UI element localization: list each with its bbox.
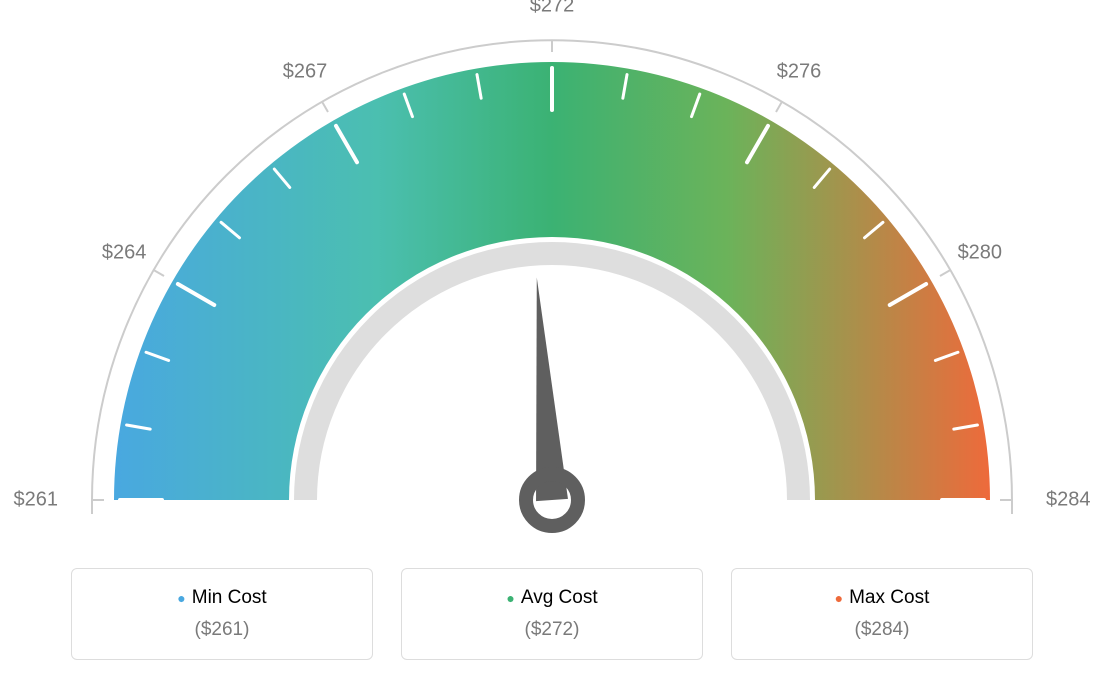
legend-max-value: ($284) [855,619,910,641]
dot-icon: ● [835,591,843,605]
legend-avg-title: ● Avg Cost [506,587,597,609]
legend-min: ● Min Cost ($261) [71,568,373,660]
gauge-area: $261 $264 $267 $272 $276 $280 $284 [0,0,1104,560]
gauge-tick-label: $264 [102,242,147,265]
dot-icon: ● [177,591,185,605]
legend: ● Min Cost ($261) ● Avg Cost ($272) ● Ma… [0,568,1104,660]
legend-min-label: Min Cost [192,587,267,609]
cost-gauge-chart: $261 $264 $267 $272 $276 $280 $284 ● Min Cost … [0,0,1104,690]
legend-avg: ● Avg Cost ($272) [401,568,703,660]
legend-min-title: ● Min Cost [177,587,266,609]
legend-avg-label: Avg Cost [521,587,598,609]
legend-max: ● Max Cost ($284) [731,568,1033,660]
legend-min-value: ($261) [195,619,250,641]
gauge-tick-label: $276 [777,61,822,84]
gauge-tick-label: $272 [530,0,575,18]
legend-max-label: Max Cost [849,587,929,609]
gauge-tick-label: $267 [283,61,328,84]
legend-max-title: ● Max Cost [835,587,930,609]
legend-avg-value: ($272) [525,619,580,641]
gauge-tick-label: $284 [1046,489,1091,512]
gauge-tick-label: $261 [14,489,59,512]
gauge-svg [0,0,1104,560]
gauge-tick-label: $280 [958,242,1003,265]
dot-icon: ● [506,591,514,605]
